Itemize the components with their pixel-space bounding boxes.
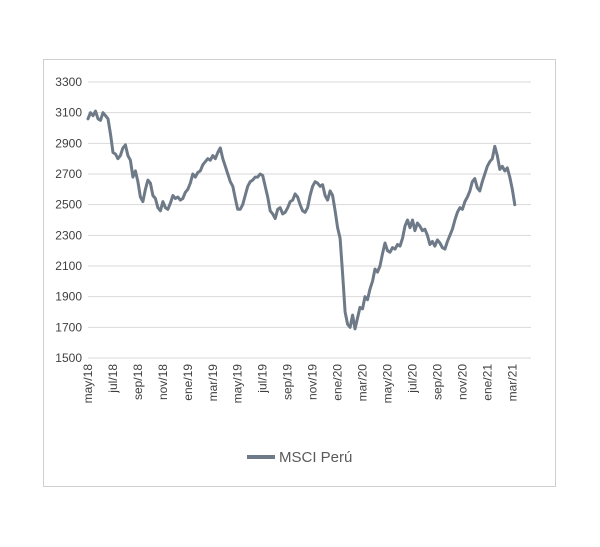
x-tick-label: jul/19 xyxy=(256,364,270,394)
x-tick-label: may/19 xyxy=(231,364,245,404)
series-line-msci-peru xyxy=(86,109,517,331)
y-tick-label: 3300 xyxy=(55,75,82,89)
legend-label: MSCI Perú xyxy=(279,449,352,466)
x-tick-label: mar/21 xyxy=(505,364,519,402)
series-lines xyxy=(86,109,517,331)
x-tick-label: may/20 xyxy=(380,364,394,404)
x-tick-label: nov/18 xyxy=(156,364,170,400)
x-tick-label: jul/18 xyxy=(106,364,120,394)
y-axis-tick-labels: 1500 1700 1900 2100 2300 2500 2700 2900 3100 3300 xyxy=(55,75,82,365)
x-tick-label: nov/20 xyxy=(455,364,469,400)
grid-lines xyxy=(88,81,531,359)
x-tick-label: mar/20 xyxy=(356,364,370,402)
y-tick-label: 2900 xyxy=(55,136,82,150)
x-axis-tick-labels: may/18 jul/18 sep/18 nov/18 ene/19 mar/19 may/… xyxy=(81,364,519,404)
x-tick-label: sep/20 xyxy=(430,364,444,400)
x-tick-label: ene/19 xyxy=(181,364,195,401)
x-tick-label: jul/20 xyxy=(405,364,419,394)
x-tick-label: sep/19 xyxy=(281,364,295,400)
x-tick-label: may/18 xyxy=(81,364,95,404)
x-tick-label: ene/20 xyxy=(331,364,345,401)
y-tick-label: 2300 xyxy=(55,228,82,242)
x-tick-label: nov/19 xyxy=(306,364,320,400)
chart-frame: 1500 1700 1900 2100 2300 2500 2700 2900 3100 3300… xyxy=(43,59,556,487)
legend: MSCI Perú xyxy=(247,449,352,466)
line-chart: 1500 1700 1900 2100 2300 2500 2700 2900 3100 3300… xyxy=(55,75,531,466)
y-tick-label: 2500 xyxy=(55,198,82,212)
y-tick-label: 1700 xyxy=(55,320,82,334)
y-tick-label: 3100 xyxy=(55,106,82,120)
y-tick-label: 2700 xyxy=(55,167,82,181)
x-tick-label: mar/19 xyxy=(206,364,220,402)
y-tick-label: 2100 xyxy=(55,259,82,273)
x-tick-label: ene/21 xyxy=(480,364,494,401)
x-tick-label: sep/18 xyxy=(131,364,145,400)
y-tick-label: 1500 xyxy=(55,351,82,365)
y-tick-label: 1900 xyxy=(55,290,82,304)
